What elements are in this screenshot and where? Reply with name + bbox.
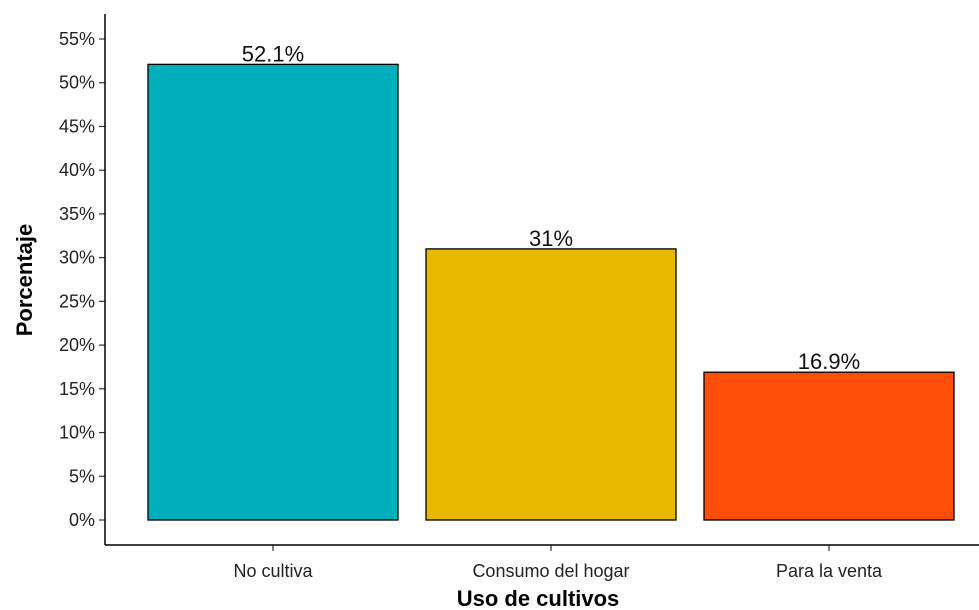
y-tick-label: 0%	[69, 510, 95, 530]
bar-value-label: 52.1%	[242, 41, 304, 66]
x-axis-ticks: No cultiva Consumo del hogar Para la venta	[233, 545, 883, 581]
bars	[147, 63, 955, 521]
y-tick-label: 10%	[59, 423, 95, 443]
y-tick-label: 20%	[59, 335, 95, 355]
y-tick-label: 25%	[59, 291, 95, 311]
y-tick-label: 50%	[59, 73, 95, 93]
y-tick-label: 30%	[59, 248, 95, 268]
bar-para-la-venta	[703, 371, 955, 521]
y-tick-label: 55%	[59, 29, 95, 49]
y-tick-label: 15%	[59, 379, 95, 399]
x-tick-label: No cultiva	[233, 561, 313, 581]
y-tick-label: 40%	[59, 160, 95, 180]
x-tick-label: Para la venta	[776, 561, 883, 581]
y-axis-title: Porcentaje	[12, 224, 37, 337]
y-tick-label: 45%	[59, 116, 95, 136]
bar-value-label: 16.9%	[798, 349, 860, 374]
x-axis-title: Uso de cultivos	[457, 586, 620, 610]
bar-value-labels: 52.1% 31% 16.9%	[242, 41, 860, 374]
y-tick-label: 35%	[59, 204, 95, 224]
bar-no-cultiva	[147, 63, 399, 521]
bar-value-label: 31%	[529, 226, 573, 251]
x-tick-label: Consumo del hogar	[472, 561, 629, 581]
y-axis-ticks: 0% 5% 10% 15% 20% 25% 30% 35% 40% 45% 50% 55%	[59, 29, 105, 530]
bar-consumo-del-hogar	[425, 248, 677, 521]
y-tick-label: 5%	[69, 466, 95, 486]
